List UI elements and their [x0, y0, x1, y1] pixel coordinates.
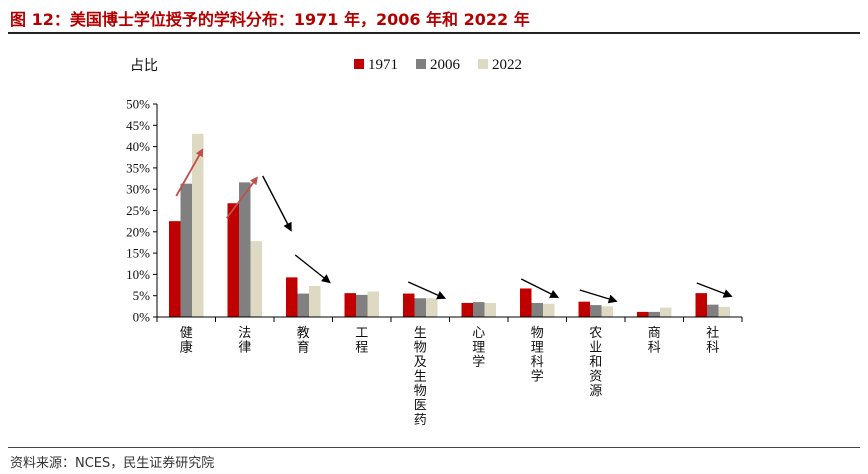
bar-2022: [250, 241, 262, 317]
trend-arrow-up: [175, 148, 204, 197]
bar-1971: [578, 301, 590, 317]
trend-arrows: [175, 148, 733, 304]
x-axis: 健康 法律 教育 工程 生物及生物医药 心理学 物理科学 农业和资源 商科 社科: [156, 316, 743, 428]
y-axis-label: 占比: [130, 58, 158, 74]
bar-2006: [180, 183, 192, 317]
y-tick-label: 0%: [133, 310, 151, 325]
y-tick-label: 15%: [126, 246, 150, 261]
bar-1971: [695, 293, 707, 317]
x-category-label: 生物及生物医药: [414, 326, 427, 428]
y-tick-label: 45%: [126, 118, 150, 133]
legend-label-2006: 2006: [430, 57, 461, 73]
y-tick-label: 30%: [126, 182, 150, 197]
footer-divider: [8, 447, 860, 448]
x-category-label: 教育: [297, 325, 310, 356]
x-category-label: 法律: [238, 326, 251, 356]
trend-arrow-down: [262, 175, 292, 232]
bar-2006: [297, 293, 309, 317]
y-tick-label: 10%: [126, 267, 150, 282]
trend-arrow-down: [696, 282, 733, 298]
bar-2022: [426, 298, 438, 317]
x-category-label: 商科: [648, 326, 661, 356]
y-tick-label: 20%: [126, 224, 150, 239]
bar-2006: [239, 182, 251, 317]
bar-1971: [520, 288, 532, 317]
bar-2006: [414, 298, 426, 317]
legend-label-1971: 1971: [368, 57, 398, 73]
bar-1971: [227, 203, 239, 317]
y-tick-label: 50%: [126, 97, 150, 112]
bar-chart: 占比 1971 2006 2022 0% 5% 10% 15% 20% 25% 30% 35% 40…: [126, 57, 743, 428]
legend: 1971 2006 2022: [354, 57, 522, 73]
x-category-label: 健康: [180, 326, 193, 356]
bar-2006: [356, 294, 368, 317]
bar-2006: [531, 302, 543, 317]
bar-2006: [473, 302, 485, 317]
bar-2022: [484, 302, 496, 317]
legend-label-2022: 2022: [492, 57, 522, 73]
bar-2006: [707, 304, 719, 317]
bar-2022: [367, 291, 379, 317]
trend-arrow-down: [579, 289, 618, 304]
legend-swatch-1971: [354, 59, 364, 69]
bar-2022: [309, 285, 321, 317]
y-tick-label: 35%: [126, 160, 150, 175]
trend-arrow-down: [520, 278, 560, 298]
bars: [169, 133, 730, 317]
trend-arrow-up: [226, 176, 258, 219]
x-category-label: 心理学: [472, 326, 485, 370]
figure-header: 图 12：美国博士学位授予的学科分布：1971 年，2006 年和 2022 年: [0, 0, 868, 38]
bar-1971: [169, 221, 181, 317]
x-category-label: 物理科学: [531, 326, 544, 385]
y-tick-label: 25%: [126, 203, 150, 218]
bar-1971: [344, 293, 356, 317]
legend-swatch-2006: [416, 59, 426, 69]
bar-2006: [590, 305, 602, 317]
figure-title: 图 12：美国博士学位授予的学科分布：1971 年，2006 年和 2022 年: [10, 10, 530, 29]
bar-2022: [601, 306, 613, 317]
bar-2022: [192, 133, 204, 317]
bar-2022: [718, 306, 730, 317]
bar-1971: [403, 293, 415, 317]
bar-1971: [637, 311, 649, 317]
x-category-label: 农业和资源: [589, 326, 602, 399]
trend-arrow-down: [294, 254, 331, 284]
trend-arrow-down: [407, 281, 447, 300]
bar-2006: [648, 311, 660, 317]
x-category-label: 社科: [706, 325, 719, 356]
bar-2022: [543, 303, 555, 317]
source-note: 资料来源：NCES，民生证券研究院: [10, 456, 215, 471]
legend-swatch-2022: [478, 59, 488, 69]
y-tick-label: 40%: [126, 139, 150, 154]
bar-1971: [286, 277, 298, 317]
bar-2022: [660, 307, 672, 317]
x-category-label: 工程: [355, 326, 368, 356]
y-axis: 0% 5% 10% 15% 20% 25% 30% 35% 40% 45% 50%: [126, 97, 158, 325]
y-tick-label: 5%: [133, 288, 151, 303]
bar-1971: [461, 302, 473, 317]
title-divider: [8, 32, 860, 34]
